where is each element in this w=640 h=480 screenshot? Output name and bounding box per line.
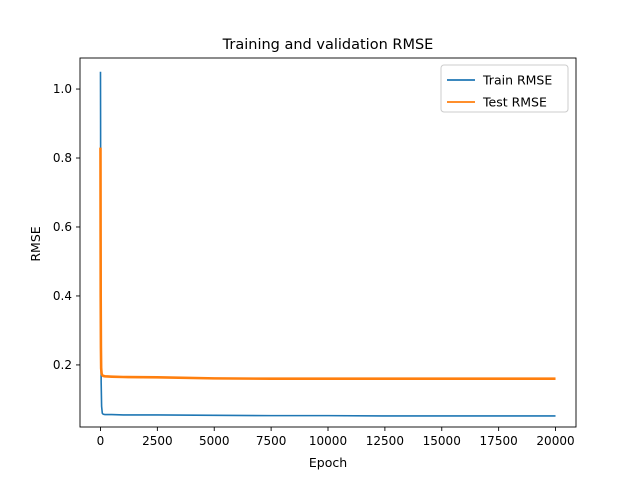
y-tick-label: 0.6 — [53, 220, 72, 234]
legend-label: Train RMSE — [482, 73, 552, 88]
legend-label: Test RMSE — [482, 95, 547, 110]
x-tick-label: 7500 — [256, 434, 287, 448]
y-axis-label: RMSE — [28, 226, 43, 261]
x-tick-label: 20000 — [536, 434, 574, 448]
y-tick-label: 0.4 — [53, 289, 72, 303]
x-axis-label: Epoch — [309, 455, 347, 470]
legend-box — [440, 64, 569, 113]
x-tick-label: 5000 — [199, 434, 230, 448]
x-tick-label: 12500 — [366, 434, 404, 448]
y-tick-label: 1.0 — [53, 82, 72, 96]
chart-title: Training and validation RMSE — [222, 37, 434, 53]
y-tick-label: 0.8 — [53, 151, 72, 165]
x-tick-label: 15000 — [423, 434, 461, 448]
x-axis-ticks: 0 2500 5000 7500 10000 12500 15000 17500 20000 — [97, 427, 575, 448]
x-tick-label: 0 — [97, 434, 105, 448]
series-line-test-rmse — [99, 147, 556, 381]
series-layer — [99, 71, 556, 417]
x-tick-label: 2500 — [142, 434, 173, 448]
y-tick-label: 0.2 — [53, 358, 72, 372]
legend: Train RMSE Test RMSE — [440, 64, 569, 113]
x-tick-label: 17500 — [480, 434, 518, 448]
y-axis-ticks: 0.2 0.4 0.6 0.8 1.0 — [53, 82, 80, 372]
x-tick-label: 10000 — [309, 434, 347, 448]
